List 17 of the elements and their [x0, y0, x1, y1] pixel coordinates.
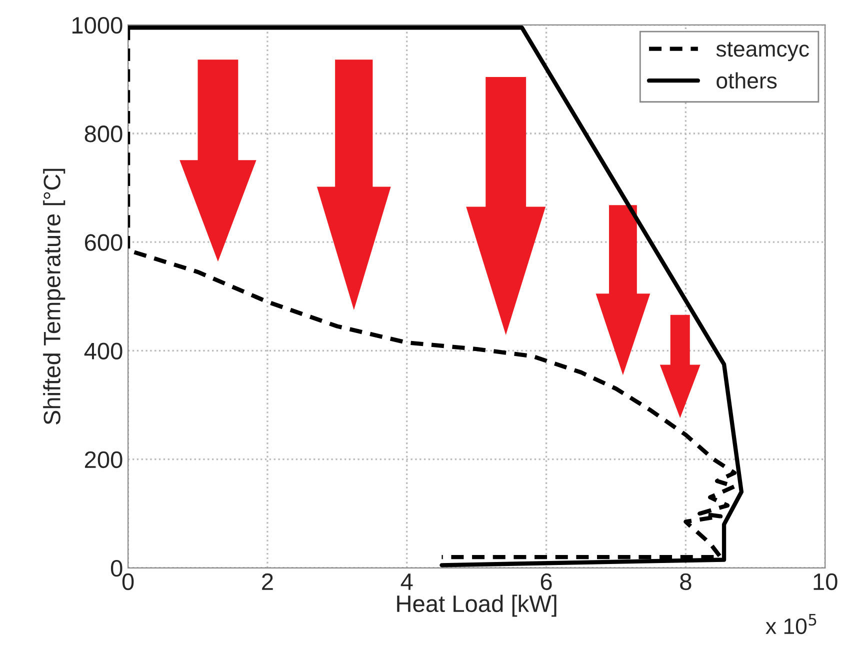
legend-label: steamcyc	[716, 42, 809, 62]
x-tick-label: 4	[400, 574, 413, 590]
y-tick-label: 800	[84, 126, 122, 142]
x-tick-label: 2	[262, 573, 273, 590]
x-tick-label: 8	[680, 573, 692, 590]
text: x 10$^{5}$	[766, 614, 816, 634]
y-tick-label: 0	[110, 560, 122, 577]
y-tick-label: 200	[84, 451, 122, 468]
y-axis-title: Shifted Temperature [°C]	[43, 168, 66, 424]
y-tick-label: 1000	[72, 16, 122, 34]
x-axis-title: Heat Load [kW]	[397, 594, 556, 617]
x-tick-label: 10	[814, 573, 838, 590]
y-tick-label: 400	[84, 342, 122, 360]
legend-label: others	[716, 72, 777, 89]
x-tick-label: 0	[122, 573, 134, 590]
x-tick-label: 6	[540, 573, 552, 590]
y-tick-label: 600	[84, 234, 122, 251]
